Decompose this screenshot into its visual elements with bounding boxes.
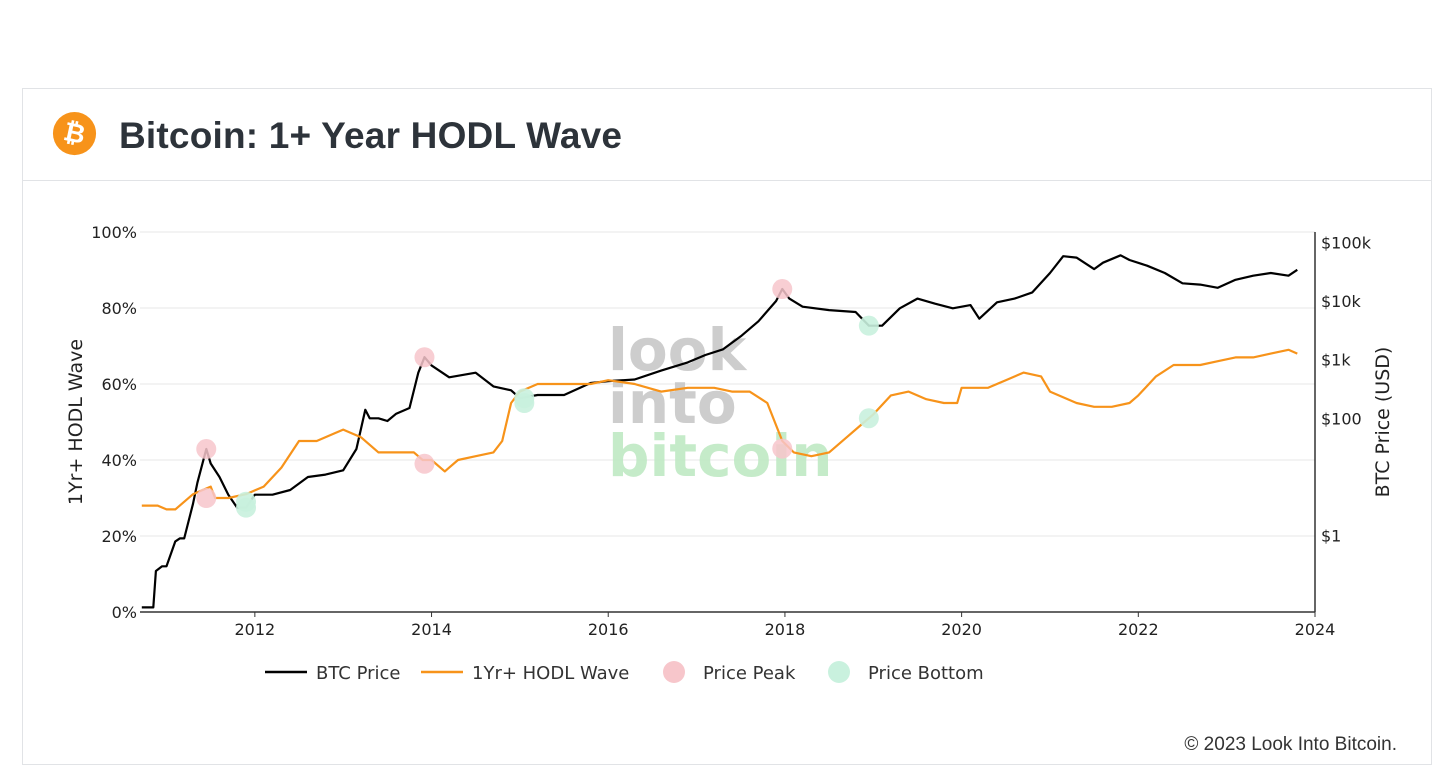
price-bottom-marker-hodl[interactable] bbox=[858, 408, 879, 429]
x-tick-label: 2016 bbox=[588, 620, 629, 639]
price-bottom-marker-hodl[interactable] bbox=[236, 491, 257, 512]
event-markers bbox=[196, 279, 879, 518]
y-axis-right-title: BTC Price (USD) bbox=[1372, 347, 1394, 498]
x-tick-label: 2020 bbox=[941, 620, 982, 639]
y-tick-left-label: 0% bbox=[112, 603, 137, 622]
copyright-text: © 2023 Look Into Bitcoin. bbox=[1184, 734, 1397, 755]
legend: BTC Price 1Yr+ HODL Wave Price Peak Pric… bbox=[265, 661, 984, 684]
y-tick-left-label: 100% bbox=[91, 223, 137, 242]
x-tick-label: 2012 bbox=[234, 620, 275, 639]
price-peak-marker-hodl[interactable] bbox=[414, 453, 435, 474]
legend-item-price-peak[interactable]: Price Peak bbox=[663, 661, 796, 684]
y-axis-left-title: 1Yr+ HODL Wave bbox=[65, 339, 87, 505]
x-tick-label: 2022 bbox=[1118, 620, 1159, 639]
tick-labels: 0% 20% 40% 60% 80% 100% $1 $100 $1k $10k $100k 2012… bbox=[91, 223, 1371, 639]
price-peak-marker-hodl[interactable] bbox=[196, 488, 217, 508]
y-tick-left-label: 40% bbox=[101, 451, 137, 470]
y-tick-right-label: $1k bbox=[1321, 351, 1351, 370]
legend-label-price-peak: Price Peak bbox=[703, 663, 796, 684]
chart-header: ₿ Bitcoin: 1+ Year HODL Wave bbox=[23, 89, 1431, 181]
price-bottom-marker-hodl[interactable] bbox=[514, 393, 535, 413]
legend-item-price-bottom[interactable]: Price Bottom bbox=[828, 661, 984, 684]
y-tick-left-label: 20% bbox=[101, 527, 137, 546]
price-bottom-marker-btc[interactable] bbox=[858, 315, 879, 336]
grid-lines bbox=[140, 231, 1315, 537]
y-tick-right-label: $1 bbox=[1321, 527, 1341, 546]
chart-card: ₿ Bitcoin: 1+ Year HODL Wave © 2023 Look… bbox=[22, 88, 1432, 765]
watermark: look into bitcoin bbox=[608, 316, 833, 490]
price-peak-marker-btc[interactable] bbox=[414, 347, 435, 368]
series-layer bbox=[141, 254, 1298, 609]
watermark-look: look bbox=[608, 316, 748, 384]
legend-item-hodl-wave[interactable]: 1Yr+ HODL Wave bbox=[421, 663, 629, 684]
x-tick-label: 2014 bbox=[411, 620, 452, 639]
chart-title: Bitcoin: 1+ Year HODL Wave bbox=[119, 115, 623, 156]
watermark-bitcoin: bitcoin bbox=[608, 422, 833, 490]
x-tick-label: 2024 bbox=[1295, 620, 1336, 639]
price-peak-marker-btc[interactable] bbox=[196, 439, 217, 460]
bitcoin-logo-icon: ₿ bbox=[52, 111, 97, 156]
y-tick-right-label: $100k bbox=[1321, 233, 1372, 252]
legend-item-btc-price[interactable]: BTC Price bbox=[265, 663, 401, 684]
y-tick-right-label: $100 bbox=[1321, 409, 1362, 428]
price-peak-marker-btc[interactable] bbox=[772, 279, 793, 300]
y-tick-left-label: 80% bbox=[101, 299, 137, 318]
x-tick-label: 2018 bbox=[765, 620, 806, 639]
price-peak-marker-hodl[interactable] bbox=[772, 438, 793, 459]
hodl-wave-line[interactable] bbox=[141, 348, 1298, 511]
y-tick-left-label: 60% bbox=[101, 375, 137, 394]
axes bbox=[140, 232, 1316, 613]
legend-label-hodl-wave: 1Yr+ HODL Wave bbox=[472, 663, 629, 684]
legend-label-price-bottom: Price Bottom bbox=[868, 663, 984, 684]
y-tick-right-label: $10k bbox=[1321, 292, 1362, 311]
legend-label-btc-price: BTC Price bbox=[316, 663, 401, 684]
